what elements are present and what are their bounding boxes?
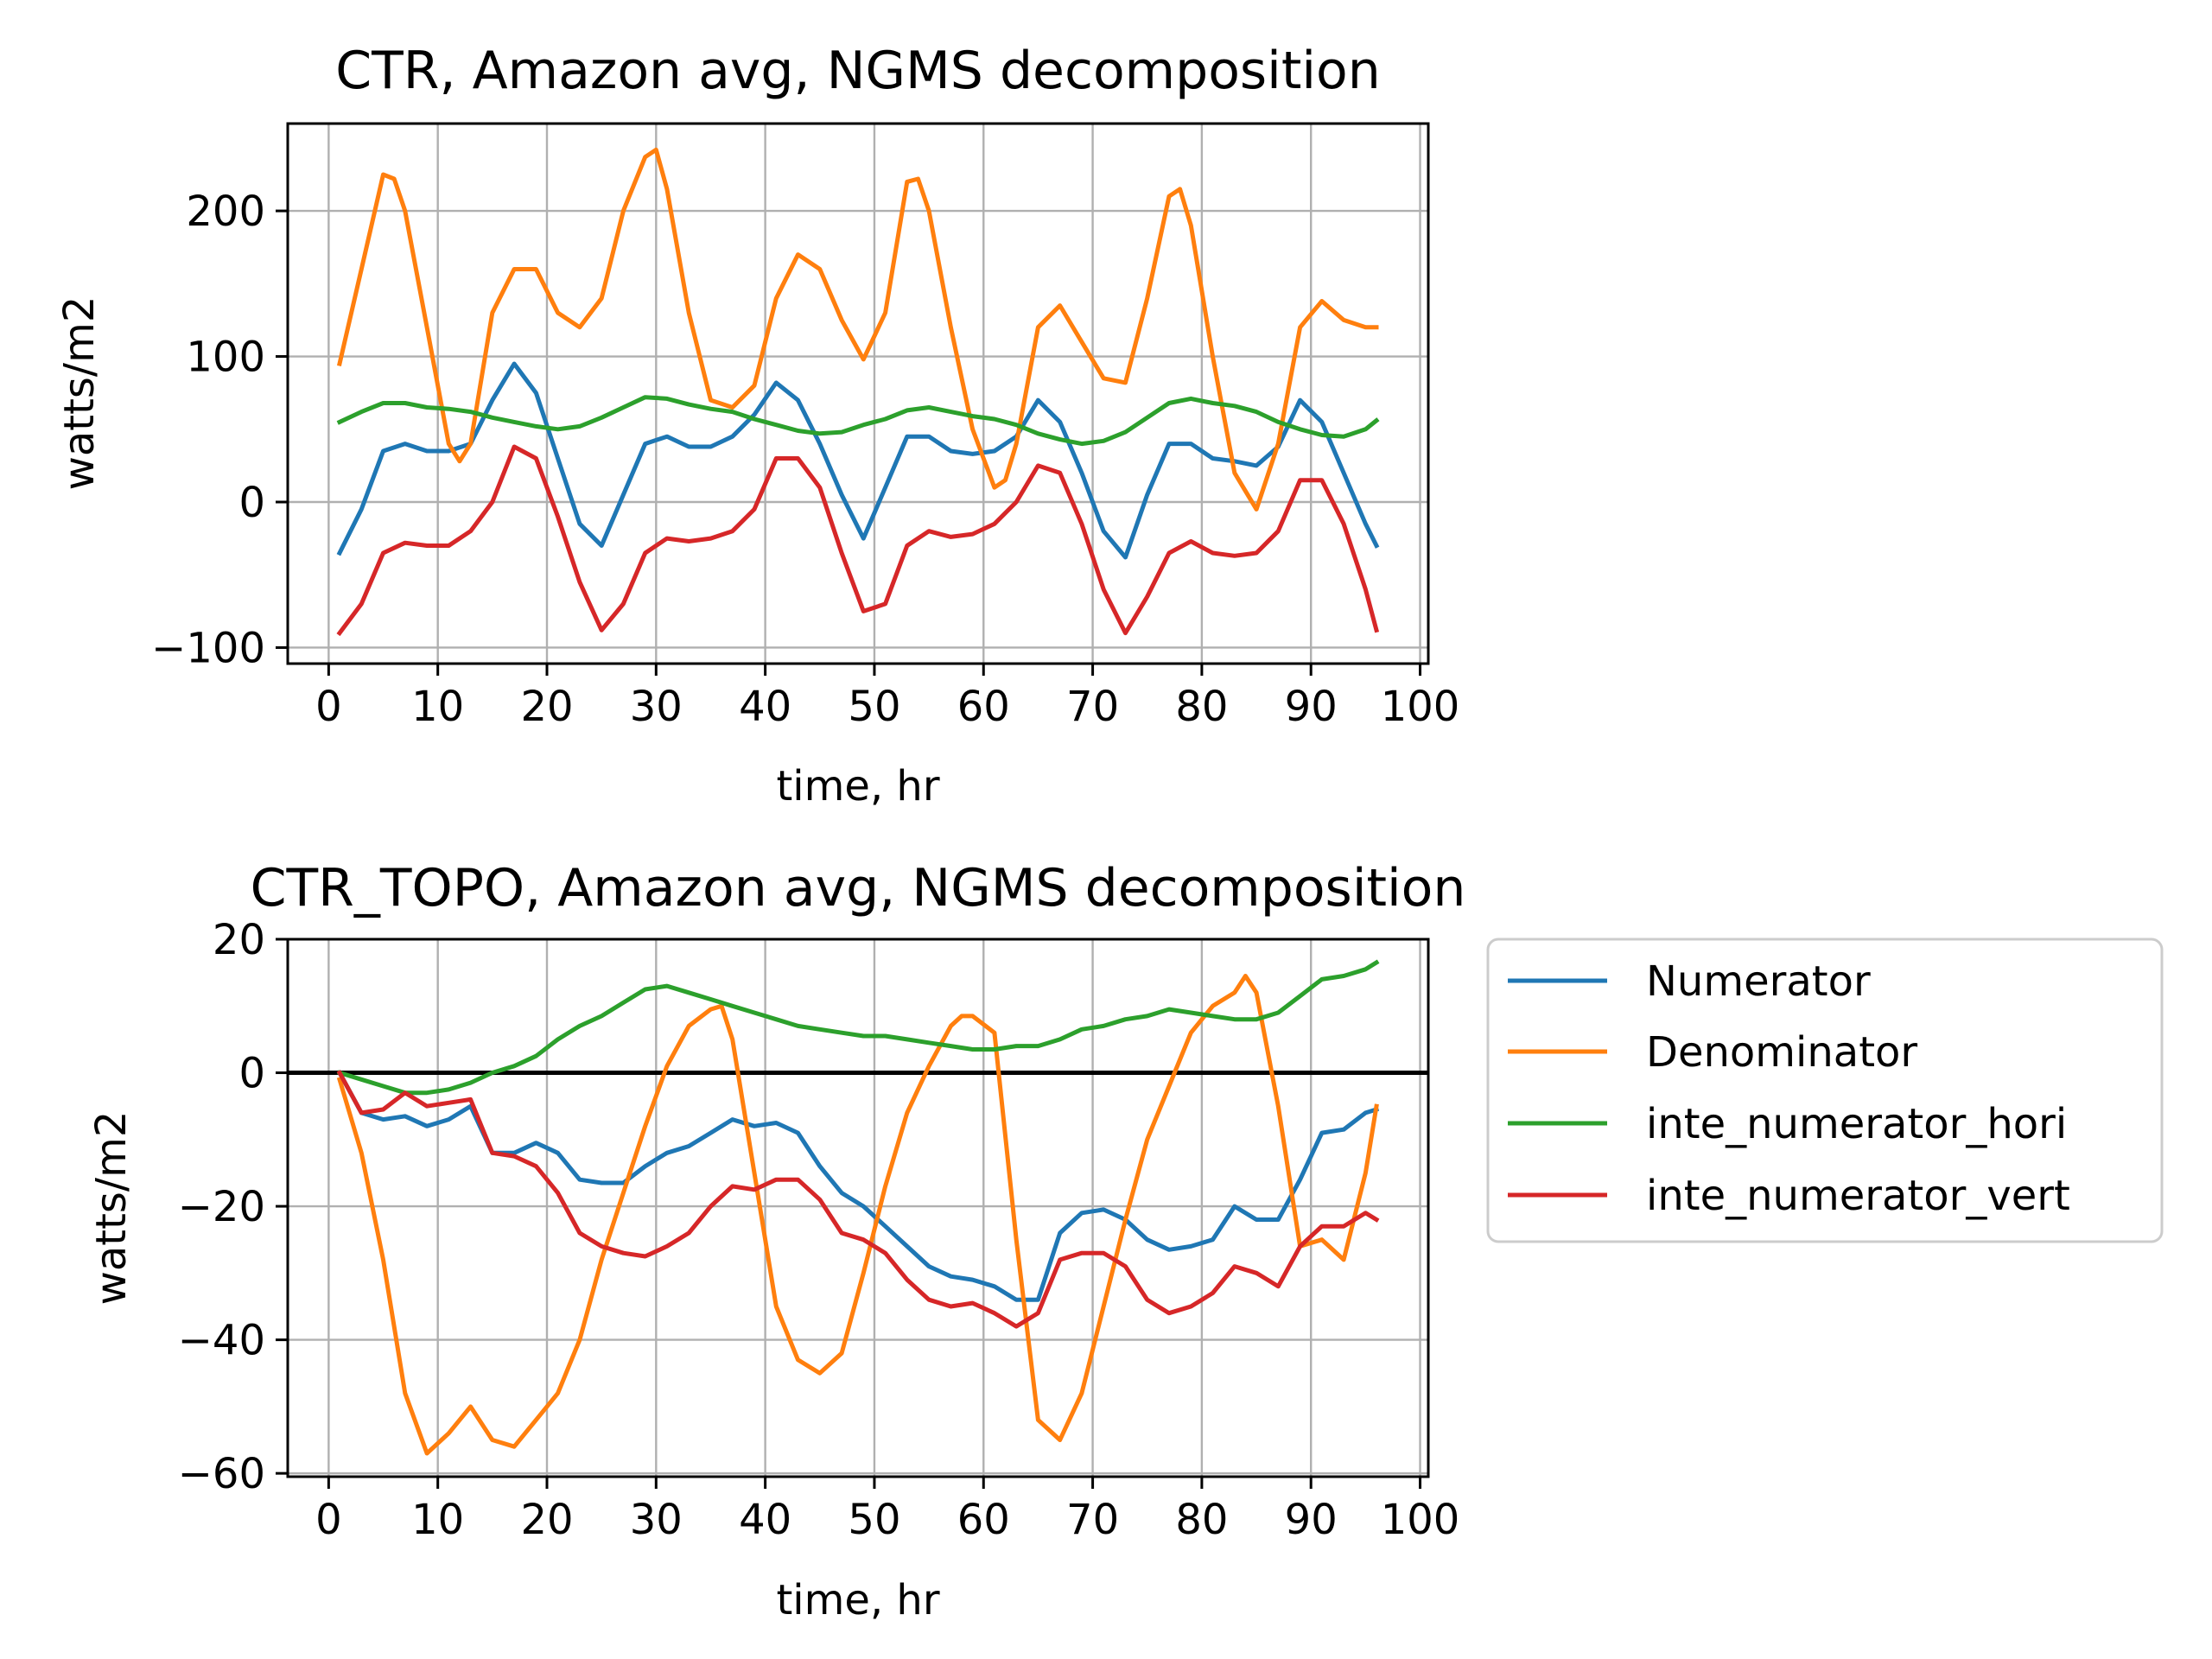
y-tick-label: 0 xyxy=(238,479,265,527)
chart-2-frame xyxy=(286,938,1430,1478)
x-tick-label: 30 xyxy=(630,1496,683,1544)
chart-1-y-label: watts/m2 xyxy=(55,296,104,491)
y-tick-label: 200 xyxy=(186,188,265,236)
x-tick-label: 80 xyxy=(1175,1496,1228,1544)
chart-2-y-label: watts/m2 xyxy=(87,1111,136,1306)
x-tick-label: 50 xyxy=(848,683,900,731)
series-line-inte-numerator-hori xyxy=(336,959,1380,1096)
y-tick-label: −60 xyxy=(178,1450,265,1498)
x-tick-label: 60 xyxy=(957,1496,1010,1544)
legend-entry-denominator: Denominator xyxy=(1508,1028,1917,1077)
chart-1-frame xyxy=(286,122,1430,665)
x-tick-label: 80 xyxy=(1175,683,1228,731)
x-tick-label: 10 xyxy=(411,683,464,731)
chart-2-x-ticks: 0 10 20 30 40 50 60 70 80 90 100 xyxy=(315,1477,1459,1544)
chart-1: CTR, Amazon avg, NGMS decomposition 0 10 2… xyxy=(55,41,1459,810)
x-tick-label: 0 xyxy=(315,683,342,731)
chart-2-y-ticks: −60 −40 −20 0 20 xyxy=(178,916,288,1498)
x-tick-label: 30 xyxy=(630,683,683,731)
legend-entry-inte-numerator-hori: inte_numerator_hori xyxy=(1508,1100,2067,1148)
x-tick-label: 40 xyxy=(739,683,791,731)
chart-2-x-label: time, hr xyxy=(776,1576,939,1624)
chart-2: CTR_TOPO, Amazon avg, NGMS decomposition… xyxy=(87,858,1465,1624)
series-line-denominator xyxy=(336,974,1379,1456)
y-tick-label: 100 xyxy=(186,334,265,382)
legend-label-inte-numerator-hori: inte_numerator_hori xyxy=(1646,1100,2067,1148)
legend-box xyxy=(1486,938,2164,1243)
x-tick-label: 90 xyxy=(1285,1496,1338,1544)
x-tick-label: 90 xyxy=(1285,683,1338,731)
series-line-inte-numerator-vert xyxy=(336,444,1380,637)
chart-2-series xyxy=(336,959,1380,1456)
chart-1-title: CTR, Amazon avg, NGMS decomposition xyxy=(335,41,1381,101)
x-tick-label: 60 xyxy=(957,683,1010,731)
series-line-numerator xyxy=(336,1070,1380,1302)
series-line-inte-numerator-vert xyxy=(336,1070,1380,1329)
legend-label-denominator: Denominator xyxy=(1646,1028,1917,1077)
legend: Numerator Denominator inte_numerator_hor… xyxy=(1486,938,2164,1243)
x-tick-label: 10 xyxy=(411,1496,464,1544)
x-tick-label: 40 xyxy=(739,1496,791,1544)
chart-1-series xyxy=(336,147,1380,637)
legend-label-inte-numerator-vert: inte_numerator_vert xyxy=(1646,1172,2070,1220)
x-tick-label: 100 xyxy=(1381,683,1460,731)
series-line-numerator xyxy=(336,361,1380,560)
x-tick-label: 20 xyxy=(520,1496,573,1544)
x-tick-label: 0 xyxy=(315,1496,342,1544)
chart-1-x-ticks: 0 10 20 30 40 50 60 70 80 90 100 xyxy=(315,664,1459,731)
x-tick-label: 50 xyxy=(848,1496,900,1544)
series-line-inte-numerator-hori xyxy=(336,395,1380,447)
x-tick-label: 70 xyxy=(1066,1496,1119,1544)
y-tick-label: 0 xyxy=(238,1050,265,1098)
y-tick-label: −20 xyxy=(178,1183,265,1231)
x-tick-label: 20 xyxy=(520,683,573,731)
y-tick-label: −40 xyxy=(178,1317,265,1365)
chart-2-title: CTR_TOPO, Amazon avg, NGMS decomposition xyxy=(251,858,1466,918)
series-line-denominator xyxy=(337,147,1379,512)
legend-label-numerator: Numerator xyxy=(1646,957,1871,1006)
chart-1-y-ticks: −100 0 100 200 xyxy=(151,188,288,672)
x-tick-label: 100 xyxy=(1381,1496,1460,1544)
legend-entry-numerator: Numerator xyxy=(1508,957,1871,1006)
chart-1-gridlines xyxy=(288,124,1428,664)
chart-1-x-label: time, hr xyxy=(776,762,939,810)
y-tick-label: −100 xyxy=(151,624,265,672)
legend-entry-inte-numerator-vert: inte_numerator_vert xyxy=(1508,1172,2070,1220)
x-tick-label: 70 xyxy=(1066,683,1119,731)
y-tick-label: 20 xyxy=(213,916,265,964)
